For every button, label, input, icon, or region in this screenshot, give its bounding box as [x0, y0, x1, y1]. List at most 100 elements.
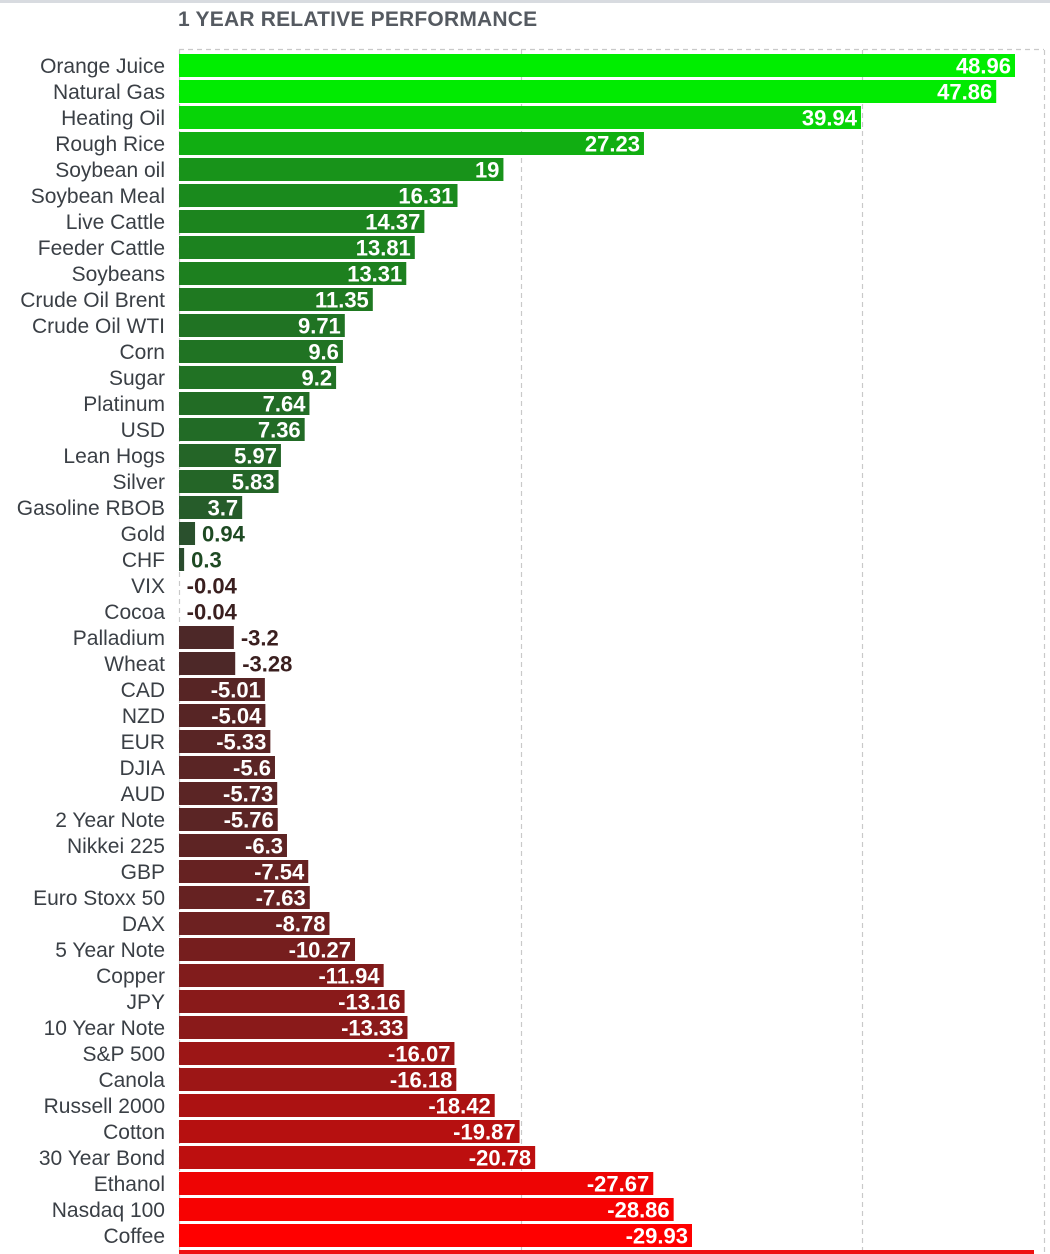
- bar: [179, 392, 310, 415]
- category-label: Crude Oil Brent: [20, 289, 165, 312]
- category-label: Feeder Cattle: [38, 237, 165, 260]
- category-label: JPY: [126, 991, 165, 1014]
- bar: [179, 210, 425, 233]
- bar: [179, 54, 1015, 77]
- bar: [179, 418, 305, 441]
- category-label: VIX: [131, 575, 165, 598]
- value-label: 16.31: [398, 184, 453, 209]
- category-label: NZD: [122, 705, 165, 728]
- category-label: EUR: [121, 731, 165, 754]
- category-label: Natural Gas: [53, 81, 165, 104]
- category-label: Nikkei 225: [67, 835, 165, 858]
- bar: [179, 236, 415, 259]
- bar: [179, 938, 356, 961]
- bar: [179, 834, 287, 857]
- category-label: AUD: [121, 783, 165, 806]
- value-label: -5.33: [216, 730, 266, 755]
- value-label: -0.04: [187, 600, 238, 625]
- bar: [179, 886, 310, 909]
- value-label: 7.36: [258, 418, 301, 443]
- category-label: Cotton: [103, 1121, 165, 1144]
- category-label: Platinum: [83, 393, 165, 416]
- bar: [179, 730, 271, 753]
- value-label: -8.78: [275, 912, 325, 937]
- category-label: Nasdaq 100: [52, 1199, 165, 1222]
- category-label: Gold: [121, 523, 165, 546]
- category-label: S&P 500: [82, 1043, 165, 1066]
- category-label: Wheat: [104, 653, 165, 676]
- bar: [179, 678, 265, 701]
- category-label: Crude Oil WTI: [32, 315, 165, 338]
- top-divider: [0, 0, 1050, 3]
- category-label: Lean Hogs: [63, 445, 165, 468]
- bar: [179, 1146, 536, 1169]
- bar: [179, 1198, 674, 1221]
- value-label: -18.42: [428, 1094, 490, 1119]
- bar: [179, 912, 330, 935]
- value-label: -7.63: [256, 886, 306, 911]
- bar: [179, 860, 309, 883]
- bar: [179, 1094, 495, 1117]
- category-label: 5 Year Note: [55, 939, 165, 962]
- value-label: 0.3: [191, 548, 222, 573]
- value-label: 19: [475, 158, 499, 183]
- value-label: 13.81: [356, 236, 411, 261]
- category-label: Live Cattle: [66, 211, 165, 234]
- bar: [179, 964, 384, 987]
- bar: [179, 704, 266, 727]
- category-label: Ethanol: [94, 1173, 165, 1196]
- bar: [179, 1120, 520, 1143]
- value-label: -27.67: [587, 1172, 649, 1197]
- value-label: -3.2: [241, 626, 279, 651]
- category-label: Soybeans: [72, 263, 165, 286]
- category-label: Canola: [98, 1069, 165, 1092]
- category-label: Palladium: [73, 627, 165, 650]
- value-label: 9.71: [298, 314, 341, 339]
- value-label: 48.96: [956, 54, 1011, 79]
- chart-title: 1 YEAR RELATIVE PERFORMANCE: [178, 8, 538, 31]
- category-label: Heating Oil: [61, 107, 165, 130]
- value-label: -5.73: [223, 782, 273, 807]
- value-label: 0.94: [202, 522, 246, 547]
- category-label: CAD: [121, 679, 165, 702]
- bar: [179, 522, 196, 545]
- bar: [179, 314, 345, 337]
- value-label: 11.35: [315, 288, 369, 313]
- bar: [179, 1172, 654, 1195]
- value-label: 14.37: [365, 210, 420, 235]
- value-label: -6.3: [245, 834, 283, 859]
- bar: [179, 132, 644, 155]
- category-label: Coffee: [104, 1225, 166, 1248]
- category-label: DJIA: [119, 757, 165, 780]
- value-label: -16.07: [388, 1042, 450, 1067]
- category-label: Cocoa: [104, 601, 165, 624]
- bar: [179, 470, 279, 493]
- value-label: -5.04: [211, 704, 262, 729]
- bar: [179, 548, 185, 571]
- value-label: 47.86: [937, 80, 992, 105]
- category-label: Orange Juice: [40, 55, 165, 78]
- bar: [179, 1016, 408, 1039]
- bar: [179, 262, 407, 285]
- category-label: Rough Rice: [55, 133, 165, 156]
- bar: [179, 626, 234, 649]
- category-label: Soybean Meal: [31, 185, 165, 208]
- value-label: 3.7: [208, 496, 239, 521]
- bar: [179, 158, 504, 181]
- value-label: 9.2: [301, 366, 332, 391]
- value-label: -3.28: [242, 652, 292, 677]
- category-label: 2 Year Note: [55, 809, 165, 832]
- category-label: Soybean oil: [55, 159, 165, 182]
- bar: [179, 444, 281, 467]
- bar: [179, 990, 405, 1013]
- category-label: Silver: [112, 471, 165, 494]
- category-label: USD: [121, 419, 165, 442]
- value-label: 9.6: [308, 340, 339, 365]
- bar: [179, 80, 997, 103]
- value-label: -16.18: [390, 1068, 452, 1093]
- value-label: -20.78: [469, 1146, 531, 1171]
- category-label: Russell 2000: [44, 1095, 165, 1118]
- bar: [179, 652, 236, 675]
- value-label: -7.54: [254, 860, 305, 885]
